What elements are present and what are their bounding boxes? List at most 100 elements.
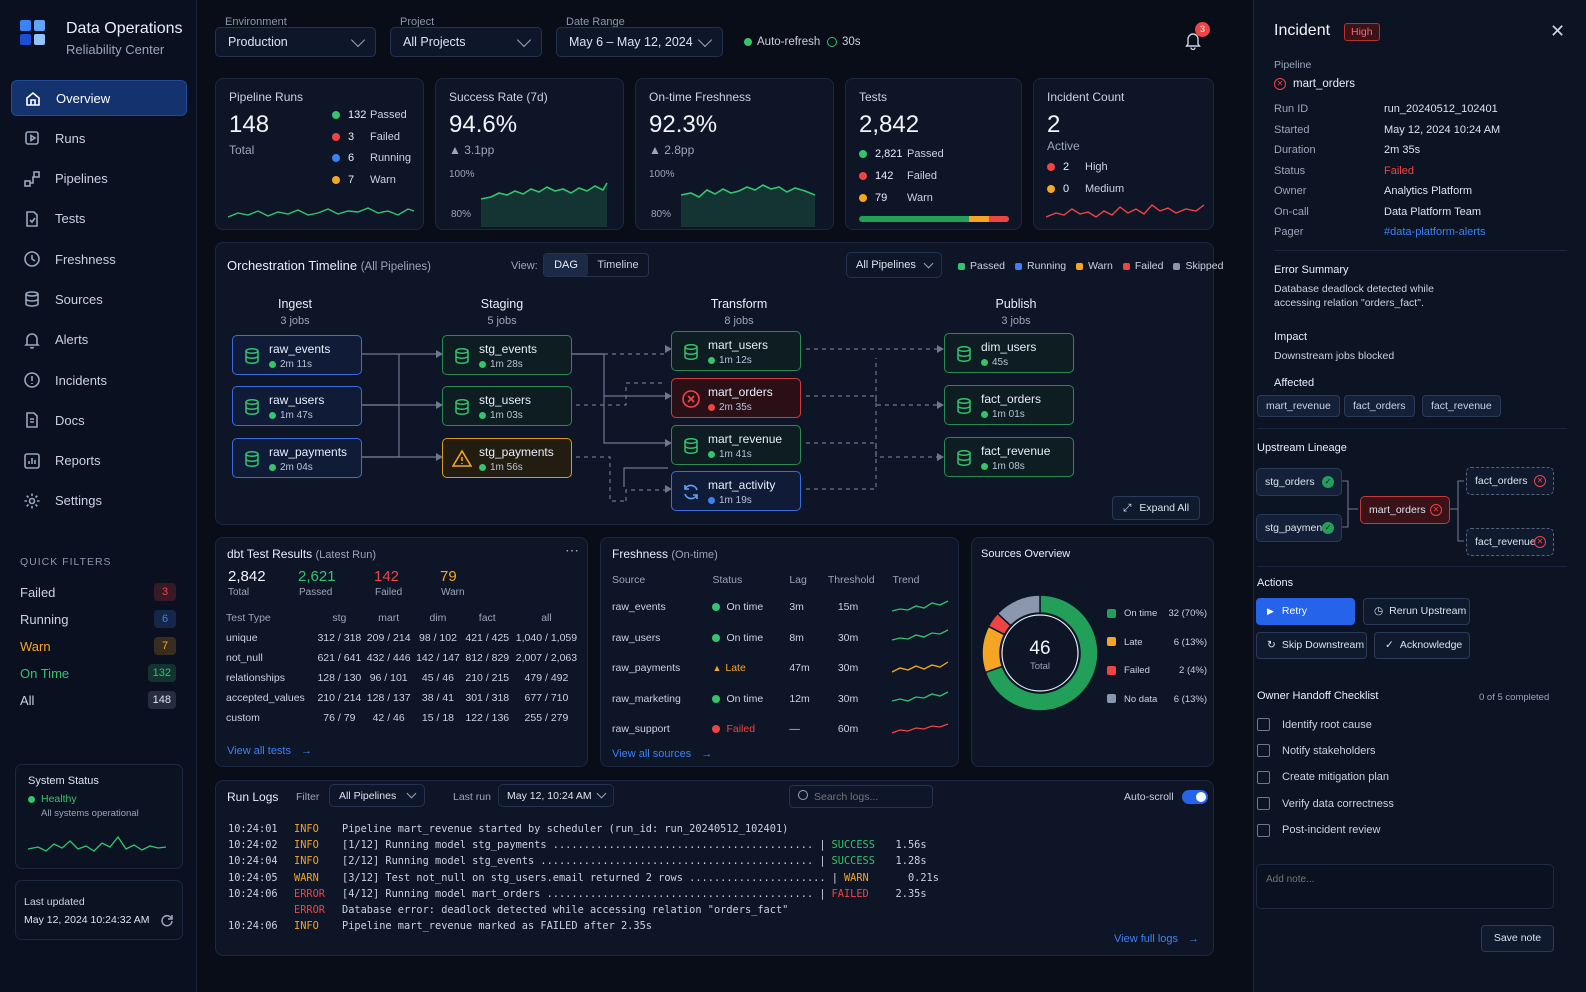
- affected-chip[interactable]: fact_revenue: [1422, 395, 1501, 417]
- more-options-icon[interactable]: ⋯: [565, 542, 579, 558]
- dag-node-fact-revenue[interactable]: fact_revenue 1m 08s: [944, 437, 1074, 477]
- dag-node-raw-events[interactable]: raw_events 2m 11s: [232, 335, 362, 375]
- dag-column-jobs: 3 jobs: [280, 315, 310, 327]
- lineage-node[interactable]: fact_orders ✕: [1466, 467, 1554, 495]
- sources-title: Sources Overview: [981, 548, 1071, 560]
- checkbox-icon[interactable]: [1257, 718, 1270, 731]
- log-result: SUCCESS: [831, 855, 875, 868]
- checklist-item[interactable]: Create mitigation plan: [1257, 770, 1389, 784]
- sidebar-item-runs[interactable]: Runs: [11, 120, 187, 156]
- lineage-node[interactable]: fact_revenue ✕: [1466, 528, 1554, 556]
- freshness-threshold: 15m: [837, 601, 859, 614]
- sidebar-item-overview[interactable]: Overview: [11, 80, 187, 116]
- lineage-node[interactable]: stg_payments ✓: [1256, 514, 1342, 542]
- sidebar-item-incidents[interactable]: Incidents: [11, 362, 187, 398]
- checkbox-icon[interactable]: [1257, 823, 1270, 837]
- dag-node-dim-users[interactable]: dim_users 45s: [944, 333, 1074, 373]
- sidebar-item-tests[interactable]: Tests: [11, 201, 187, 237]
- affected-chip[interactable]: mart_revenue: [1257, 395, 1340, 417]
- system-status-title: System Status: [28, 775, 99, 787]
- dag-node-stg-users[interactable]: stg_users 1m 03s: [442, 386, 572, 426]
- notifications-button[interactable]: 3: [1183, 22, 1210, 51]
- quick-filter-on-time[interactable]: On Time 132: [20, 663, 176, 683]
- quick-filter-warn[interactable]: Warn 7: [20, 636, 176, 656]
- sidebar-item-label: Runs: [55, 130, 86, 146]
- incident-field-value: run_20240512_102401: [1384, 103, 1498, 115]
- rerun-upstream-button[interactable]: ◷ Rerun Upstream: [1363, 598, 1470, 625]
- date-range-select[interactable]: May 6 – May 12, 2024: [556, 27, 723, 57]
- rerun-icon: ◷: [1374, 605, 1384, 617]
- tab-dag[interactable]: DAG: [544, 254, 588, 276]
- dag-node-raw-users[interactable]: raw_users 1m 47s: [232, 386, 362, 426]
- log-line: 10:24:06 ERROR [4/12] Running model mart_o…: [228, 886, 939, 902]
- quick-filter-running[interactable]: Running 6: [20, 609, 176, 629]
- view-full-logs-link[interactable]: View full logs →: [1114, 933, 1199, 945]
- retry-button[interactable]: ▶ Retry: [1256, 598, 1355, 625]
- save-note-button[interactable]: Save note: [1481, 925, 1554, 952]
- sidebar-item-settings[interactable]: Settings: [11, 483, 187, 519]
- log-line: 10:24:05 WARN [3/12] Test not_null on stg_…: [228, 870, 939, 886]
- dag-node-stg-events[interactable]: stg_events 1m 28s: [442, 335, 572, 375]
- legend-label: Medium: [1085, 183, 1125, 195]
- dag-node-mart-activity[interactable]: mart_activity 1m 19s: [671, 471, 801, 511]
- pipeline-filter-select[interactable]: All Pipelines: [846, 252, 942, 278]
- dag-node-duration: 2m 11s: [269, 359, 312, 370]
- dag-node-raw-payments[interactable]: raw_payments 2m 04s: [232, 438, 362, 478]
- checkbox-icon[interactable]: [1257, 770, 1270, 784]
- legend-dot-icon: [958, 262, 965, 270]
- dag-node-fact-orders[interactable]: fact_orders 1m 01s: [944, 385, 1074, 425]
- freshness-lag: —: [789, 723, 800, 736]
- quick-filter-count: 132: [147, 664, 176, 682]
- view-all-sources-link[interactable]: View all sources →: [612, 748, 712, 760]
- incident-field-value[interactable]: #data-platform-alerts: [1384, 226, 1486, 238]
- affected-chip[interactable]: fact_orders: [1344, 395, 1415, 417]
- freshness-status: On time: [712, 592, 789, 623]
- sidebar-item-sources[interactable]: Sources: [11, 281, 187, 317]
- autoscroll-toggle[interactable]: [1182, 790, 1208, 804]
- quick-filter-all[interactable]: All 148: [20, 690, 176, 710]
- log-level: INFO: [294, 920, 319, 933]
- lineage-node[interactable]: mart_orders ✕: [1360, 496, 1450, 524]
- sidebar-item-freshness[interactable]: Freshness: [11, 241, 187, 277]
- environment-select[interactable]: Production: [215, 27, 376, 57]
- tab-timeline[interactable]: Timeline: [597, 259, 639, 271]
- legend-dot-icon: [332, 175, 340, 184]
- quick-filter-failed[interactable]: Failed 3: [20, 582, 176, 602]
- project-select[interactable]: All Projects: [390, 27, 542, 57]
- refresh-interval[interactable]: 30s: [827, 36, 861, 48]
- expand-all-button[interactable]: ⤢ Expand All: [1112, 496, 1201, 520]
- last-run-select[interactable]: May 12, 10:24 AM: [498, 784, 614, 807]
- checklist-item[interactable]: Notify stakeholders: [1257, 744, 1376, 758]
- search-logs-field[interactable]: [814, 789, 926, 805]
- view-all-tests-link[interactable]: View all tests →: [227, 745, 312, 757]
- acknowledge-button[interactable]: ✓ Acknowledge: [1374, 632, 1470, 659]
- dag-node-mart-orders[interactable]: mart_orders 2m 35s: [671, 378, 801, 418]
- refresh-icon[interactable]: [160, 913, 174, 927]
- checkbox-icon[interactable]: [1257, 744, 1270, 758]
- sidebar-item-reports[interactable]: Reports: [11, 443, 187, 479]
- lineage-node[interactable]: stg_orders ✓: [1256, 468, 1342, 496]
- skip-downstream-button[interactable]: ↻ Skip Downstream: [1256, 632, 1367, 659]
- dag-node-mart-revenue[interactable]: mart_revenue 1m 41s: [671, 425, 801, 465]
- checklist-item[interactable]: Post-incident review: [1257, 823, 1380, 837]
- sidebar-item-pipelines[interactable]: Pipelines: [11, 161, 187, 197]
- checklist-item[interactable]: Identify root cause: [1257, 718, 1372, 731]
- checkbox-icon[interactable]: [1257, 797, 1270, 811]
- dag-node-stg-payments[interactable]: stg_payments 1m 56s: [442, 438, 572, 478]
- arrow-right-icon: →: [701, 748, 713, 760]
- search-logs-input[interactable]: [789, 785, 933, 808]
- sidebar-item-label: Overview: [56, 90, 111, 106]
- success-rate-chart: [481, 182, 608, 227]
- sidebar-item-alerts[interactable]: Alerts: [11, 322, 187, 358]
- dag-node-mart-users[interactable]: mart_users 1m 12s: [671, 331, 801, 371]
- timeline-title-text: Orchestration Timeline: [227, 258, 358, 273]
- freshness-source: raw_payments: [612, 662, 681, 675]
- auto-refresh-toggle[interactable]: Auto-refresh: [744, 36, 820, 48]
- checklist-item[interactable]: Verify data correctness: [1257, 797, 1394, 811]
- incident-pipeline: ✕ mart_orders: [1274, 78, 1355, 90]
- sidebar-item-docs[interactable]: Docs: [11, 402, 187, 438]
- close-icon[interactable]: ✕: [1550, 21, 1566, 41]
- logs-filter-select[interactable]: All Pipelines: [329, 784, 425, 807]
- note-textarea[interactable]: [1256, 864, 1554, 909]
- donut-legend-label: Late: [1124, 636, 1143, 648]
